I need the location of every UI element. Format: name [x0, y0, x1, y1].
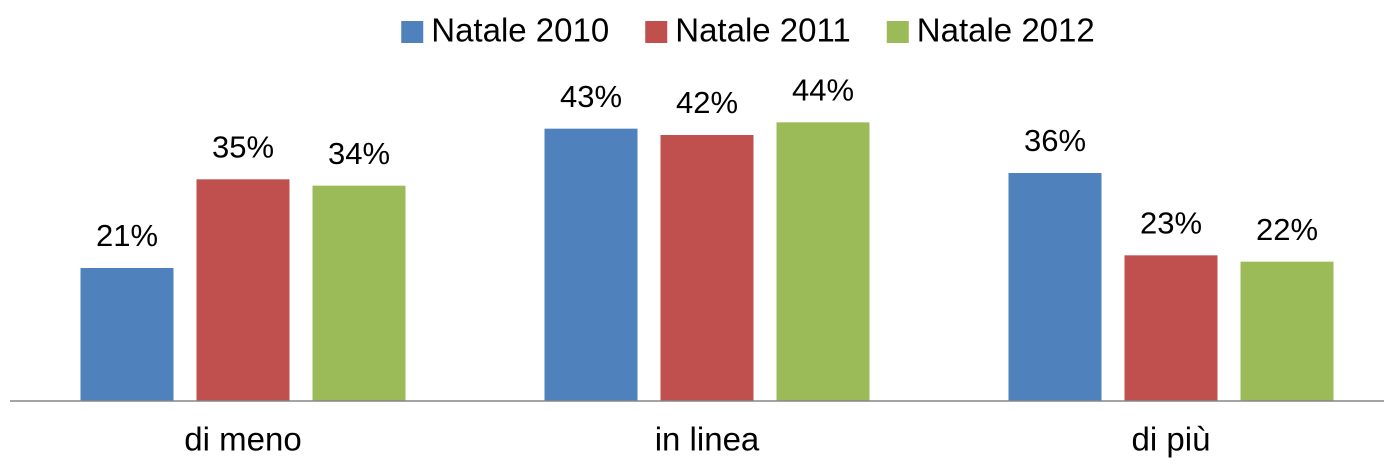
value-label: 44%: [792, 73, 854, 108]
value-label: 21%: [96, 218, 158, 253]
bar: [196, 179, 290, 401]
legend-label: Natale 2011: [675, 12, 851, 49]
value-label: 23%: [1140, 206, 1202, 241]
value-label: 36%: [1024, 123, 1086, 158]
legend-label: Natale 2012: [917, 12, 1095, 49]
bar: [312, 185, 406, 401]
bar: [544, 128, 638, 401]
legend-swatch: [886, 21, 909, 43]
bar: [1124, 255, 1218, 401]
legend-swatch: [401, 21, 424, 43]
legend-swatch: [645, 21, 668, 43]
value-label: 42%: [676, 85, 738, 120]
x-tick-label: di più: [1132, 421, 1211, 458]
bar: [660, 135, 754, 401]
value-label: 34%: [328, 136, 390, 171]
value-label: 35%: [212, 130, 274, 165]
x-tick-label: di meno: [184, 421, 301, 458]
bar: [80, 268, 174, 401]
legend-label: Natale 2010: [431, 12, 609, 49]
bar: [776, 122, 870, 401]
bar: [1240, 261, 1334, 401]
x-tick-label: in linea: [655, 421, 760, 458]
value-label: 43%: [560, 79, 622, 114]
bar: [1008, 173, 1102, 401]
value-label: 22%: [1256, 212, 1318, 247]
